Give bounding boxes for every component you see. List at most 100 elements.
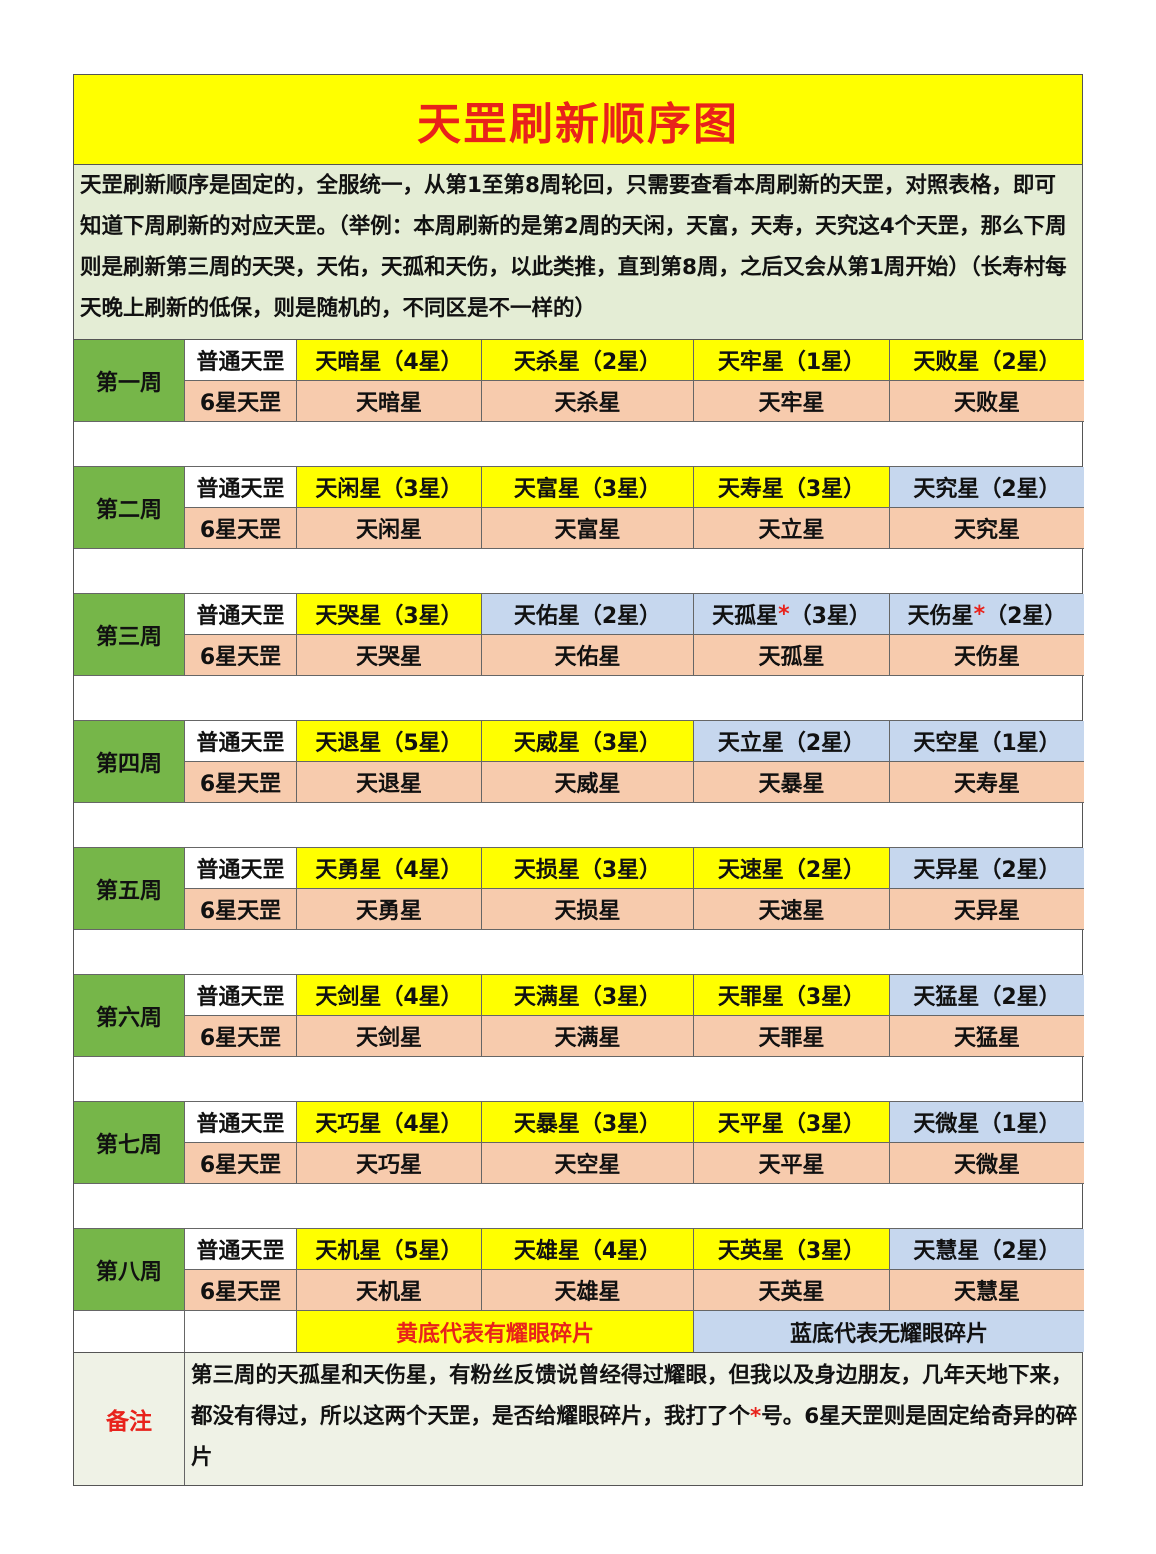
star-level: （3星） (579, 731, 662, 756)
tiangang-name: 天猛星 (913, 985, 980, 1010)
six-star-tiangang-cell: 天威星 (482, 762, 694, 803)
star-level: （2星） (985, 604, 1067, 629)
six-star-tiangang-cell: 天满星 (482, 1016, 694, 1057)
spacer-row (74, 803, 1082, 848)
week-label: 第五周 (74, 848, 185, 930)
six-star-tiangang-cell: 天立星 (694, 508, 890, 549)
tiangang-name: 天勇星 (315, 858, 382, 883)
legend-yellow: 黄底代表有耀眼碎片 (297, 1311, 694, 1352)
weeks-container: 第一周 普通天罡 天暗星 （4星） 天杀星 （2星） 天牢星 （1星） 天败星 （2星） 6星天罡天… (74, 340, 1084, 1311)
six-star-tiangang-cell: 天伤星 (890, 635, 1084, 676)
tiangang-name: 天暴星 (513, 1112, 580, 1137)
normal-tiangang-cell: 天立星 （2星） (694, 721, 890, 762)
intro-text: 天罡刷新顺序是固定的，全服统一，从第1至第8周轮回，只需要查看本周刷新的天罡，对… (74, 165, 1082, 340)
normal-tiangang-cell: 天雄星 （4星） (482, 1229, 694, 1270)
spacer-row (74, 549, 1082, 594)
tiangang-name: 天佑星 (513, 604, 580, 629)
spacer-row (74, 1057, 1082, 1102)
tiangang-name: 天伤星 (907, 604, 974, 629)
spacer-row (74, 422, 1082, 467)
six-star-tiangang-cell: 天机星 (297, 1270, 482, 1311)
six-star-tiangang-cell: 天富星 (482, 508, 694, 549)
six-star-tiangang-cell: 天佑星 (482, 635, 694, 676)
type-label-normal: 普通天罡 (185, 975, 297, 1016)
type-label-normal: 普通天罡 (185, 721, 297, 762)
tiangang-name: 天哭星 (315, 604, 382, 629)
tiangang-name: 天剑星 (315, 985, 382, 1010)
normal-tiangang-cell: 天佑星 （2星） (482, 594, 694, 635)
week-block: 第八周 普通天罡 天机星 （5星） 天雄星 （4星） 天英星 （3星） 天慧星 （2星） 6星天罡天… (74, 1229, 1084, 1311)
tiangang-name: 天闲星 (315, 477, 382, 502)
spacer-row (74, 930, 1082, 975)
asterisk-mark: * (750, 1404, 762, 1429)
six-star-tiangang-cell: 天罪星 (694, 1016, 890, 1057)
star-level: （2星） (579, 604, 662, 629)
tiangang-name: 天平星 (717, 1112, 784, 1137)
notes-text-before: 第三周的天孤星和天伤星，有粉丝反馈说曾经得过耀眼，但我以及身边朋友，几年天地下来… (191, 1363, 1073, 1429)
six-star-tiangang-cell: 天孤星 (694, 635, 890, 676)
normal-tiangang-cell: 天满星 （3星） (482, 975, 694, 1016)
star-level: （3星） (783, 985, 866, 1010)
refresh-order-table: 天罡刷新顺序图 天罡刷新顺序是固定的，全服统一，从第1至第8周轮回，只需要查看本… (73, 74, 1084, 1486)
tiangang-name: 天败星 (913, 350, 980, 375)
week-label: 第一周 (74, 340, 185, 422)
tiangang-name: 天微星 (913, 1112, 980, 1137)
star-level: （2星） (979, 477, 1061, 502)
star-level: （4星） (381, 350, 463, 375)
star-level: （3星） (381, 604, 463, 629)
legend-empty (185, 1311, 297, 1352)
six-star-tiangang-cell: 天慧星 (890, 1270, 1084, 1311)
tiangang-name: 天退星 (315, 731, 382, 756)
star-level: （3星） (579, 985, 662, 1010)
asterisk-mark: * (778, 601, 790, 627)
normal-tiangang-cell: 天猛星 （2星） (890, 975, 1084, 1016)
week-block: 第二周 普通天罡 天闲星 （3星） 天富星 （3星） 天寿星 （3星） 天究星 （2星） 6星天罡天… (74, 467, 1084, 549)
normal-tiangang-cell: 天机星 （5星） (297, 1229, 482, 1270)
normal-tiangang-cell: 天退星 （5星） (297, 721, 482, 762)
page-title: 天罡刷新顺序图 (74, 75, 1082, 165)
week-label: 第二周 (74, 467, 185, 549)
normal-tiangang-cell: 天剑星 （4星） (297, 975, 482, 1016)
star-level: （2星） (979, 1239, 1061, 1264)
star-level: （1星） (979, 731, 1061, 756)
star-level: （5星） (381, 1239, 463, 1264)
normal-tiangang-cell: 天哭星 （3星） (297, 594, 482, 635)
type-label-normal: 普通天罡 (185, 848, 297, 889)
tiangang-name: 天异星 (913, 858, 980, 883)
week-label: 第七周 (74, 1102, 185, 1184)
six-star-tiangang-cell: 天微星 (890, 1143, 1084, 1184)
tiangang-name: 天杀星 (513, 350, 580, 375)
normal-tiangang-cell: 天威星 （3星） (482, 721, 694, 762)
star-level: （3星） (579, 477, 662, 502)
six-star-tiangang-cell: 天哭星 (297, 635, 482, 676)
tiangang-name: 天损星 (513, 858, 580, 883)
tiangang-name: 天慧星 (913, 1239, 980, 1264)
star-level: （2星） (783, 731, 866, 756)
legend-blue: 蓝底代表无耀眼碎片 (694, 1311, 1084, 1352)
six-star-tiangang-cell: 天损星 (482, 889, 694, 930)
six-star-tiangang-cell: 天平星 (694, 1143, 890, 1184)
notes-text-after: 号。6星天罡则是固定给奇异的碎片 (191, 1404, 1078, 1470)
six-star-tiangang-cell: 天异星 (890, 889, 1084, 930)
type-label-six-star: 6星天罡 (185, 889, 297, 930)
week-block: 第五周 普通天罡 天勇星 （4星） 天损星 （3星） 天速星 （2星） 天异星 （2星） 6星天罡天… (74, 848, 1084, 930)
tiangang-name: 天满星 (513, 985, 580, 1010)
six-star-tiangang-cell: 天寿星 (890, 762, 1084, 803)
star-level: （2星） (783, 858, 866, 883)
star-level: （4星） (381, 985, 463, 1010)
normal-tiangang-cell: 天败星 （2星） (890, 340, 1084, 381)
normal-tiangang-cell: 天英星 （3星） (694, 1229, 890, 1270)
star-level: （3星） (579, 1112, 662, 1137)
tiangang-name: 天孤星 (712, 604, 779, 629)
star-level: （2星） (979, 350, 1061, 375)
week-label: 第八周 (74, 1229, 185, 1311)
six-star-tiangang-cell: 天空星 (482, 1143, 694, 1184)
week-label: 第三周 (74, 594, 185, 676)
normal-tiangang-cell: 天暗星 （4星） (297, 340, 482, 381)
week-block: 第一周 普通天罡 天暗星 （4星） 天杀星 （2星） 天牢星 （1星） 天败星 （2星） 6星天罡天… (74, 340, 1084, 422)
spacer-row (74, 1184, 1082, 1229)
tiangang-name: 天雄星 (513, 1239, 580, 1264)
six-star-tiangang-cell: 天猛星 (890, 1016, 1084, 1057)
six-star-tiangang-cell: 天剑星 (297, 1016, 482, 1057)
spacer-row (74, 676, 1082, 721)
